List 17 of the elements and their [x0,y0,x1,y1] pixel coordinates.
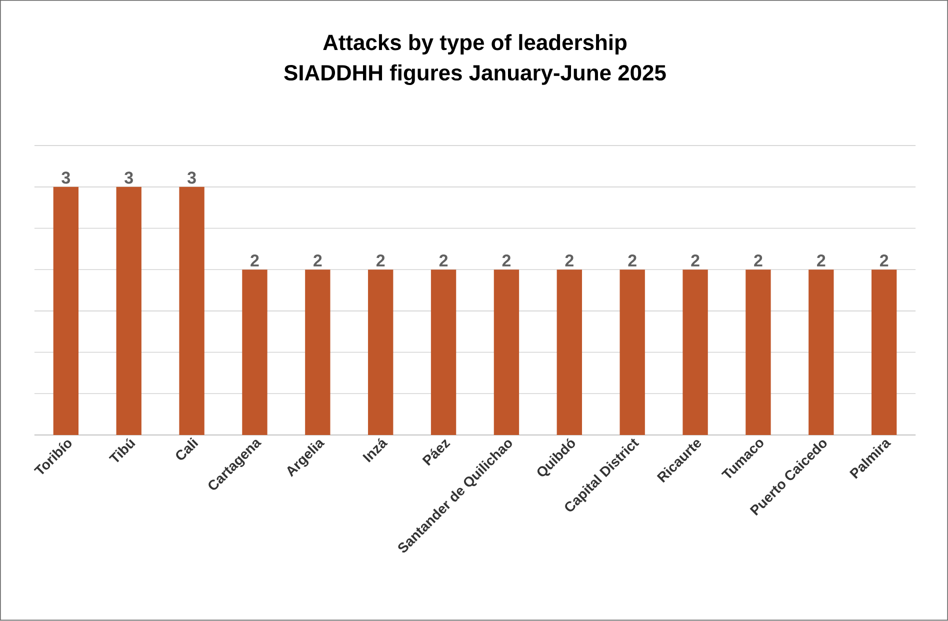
data-label: 2 [754,254,762,267]
x-tick-label: Cali [176,438,198,460]
data-label: 3 [124,172,133,184]
chart-title: Attacks by type of leadership [323,34,627,55]
data-label: 2 [376,254,385,267]
data-label: 2 [691,254,700,267]
data-label: 3 [62,172,70,184]
data-label: 2 [880,254,888,267]
data-label: 2 [502,254,511,267]
chart-subtitle: SIADDHH figures January-June 2025 [284,64,666,86]
data-label: 2 [628,254,636,267]
data-label: 2 [565,254,574,267]
data-label: 2 [314,254,322,267]
data-label: 2 [439,254,448,267]
data-label: 2 [817,254,826,267]
data-label: 2 [250,254,259,267]
data-label: 3 [187,172,196,184]
